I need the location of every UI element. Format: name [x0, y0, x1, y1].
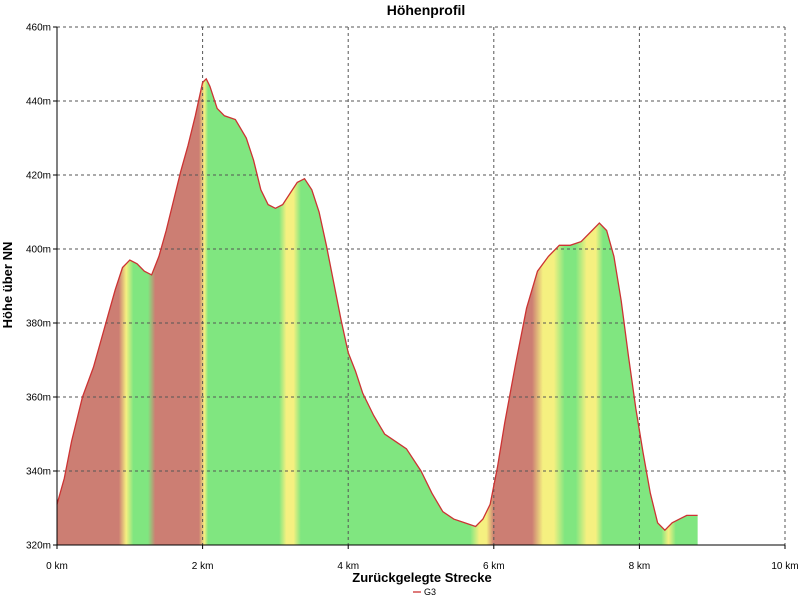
line-layer [56, 77, 698, 532]
y-axis-title: Höhe über NN [0, 242, 15, 329]
axis-layer [53, 26, 786, 549]
x-axis-title: Zurückgelegte Strecke [352, 570, 491, 585]
y-tick-label: 320m [26, 541, 51, 552]
x-tick-label: 6 km [483, 561, 505, 572]
y-tick-label: 440m [26, 97, 51, 108]
x-tick-label: 0 km [46, 561, 68, 572]
x-tick-label: 2 km [192, 561, 214, 572]
x-tick-label: 8 km [629, 561, 651, 572]
x-tick-labels: 0 km 2 km 4 km 6 km 8 km 10 km [46, 561, 798, 572]
legend-label: G3 [424, 587, 436, 597]
y-tick-label: 360m [26, 393, 51, 404]
y-tick-label: 400m [26, 245, 51, 256]
y-tick-label: 340m [26, 467, 51, 478]
elevation-area [57, 78, 698, 546]
chart-title: Höhenprofil [387, 2, 466, 18]
x-tick-label: 10 km [771, 561, 798, 572]
y-tick-labels: 320m 340m 360m 380m 400m 420m 440m 460m [26, 23, 51, 552]
area-layer [57, 78, 698, 546]
y-tick-label: 420m [26, 171, 51, 182]
legend: G3 [413, 587, 436, 597]
x-tick-label: 4 km [337, 561, 359, 572]
y-tick-label: 460m [26, 23, 51, 34]
y-tick-label: 380m [26, 319, 51, 330]
elevation-line-g3 [56, 77, 698, 532]
